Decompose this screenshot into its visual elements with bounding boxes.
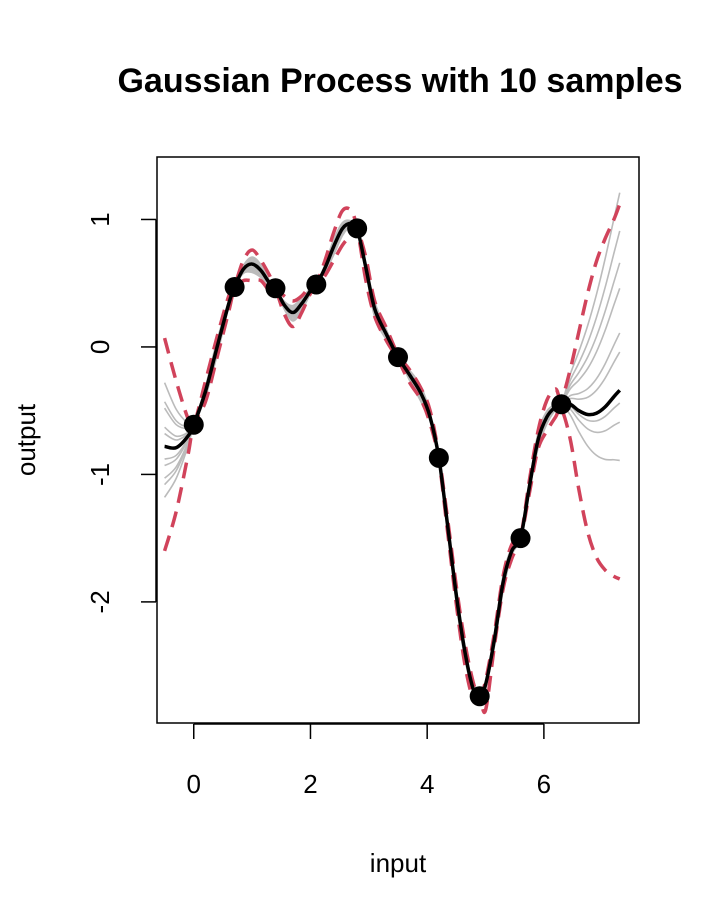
observation-point bbox=[551, 394, 572, 415]
observation-point bbox=[510, 528, 531, 549]
lower-bound-line bbox=[162, 225, 621, 714]
y-tick-label: 0 bbox=[85, 340, 115, 354]
observation-point bbox=[265, 278, 286, 299]
observation-point bbox=[224, 277, 245, 298]
observation-point bbox=[347, 218, 368, 239]
observation-point bbox=[428, 447, 449, 468]
plot-frame bbox=[156, 156, 640, 724]
y-tick-label: -2 bbox=[85, 590, 115, 613]
x-axis-label: input bbox=[370, 848, 427, 878]
x-tick-label: 0 bbox=[187, 769, 201, 799]
x-axis: 0 2 4 6 bbox=[187, 723, 551, 799]
chart-title: Gaussian Process with 10 samples bbox=[117, 62, 682, 100]
observation-point bbox=[469, 686, 490, 707]
y-axis: -2 -1 0 1 bbox=[85, 212, 157, 613]
x-tick-label: 4 bbox=[420, 769, 434, 799]
observation-point bbox=[306, 274, 327, 295]
y-tick-label: -1 bbox=[85, 463, 115, 486]
y-tick-label: 1 bbox=[85, 212, 115, 226]
observation-points bbox=[183, 218, 572, 707]
x-tick-label: 6 bbox=[537, 769, 551, 799]
observation-point bbox=[183, 414, 204, 435]
sample-line-3 bbox=[164, 192, 621, 698]
sample-lines bbox=[163, 192, 621, 699]
upper-bound-line bbox=[162, 203, 622, 699]
y-axis-label: output bbox=[11, 403, 41, 476]
x-tick-label: 2 bbox=[303, 769, 317, 799]
observation-point bbox=[388, 347, 408, 368]
